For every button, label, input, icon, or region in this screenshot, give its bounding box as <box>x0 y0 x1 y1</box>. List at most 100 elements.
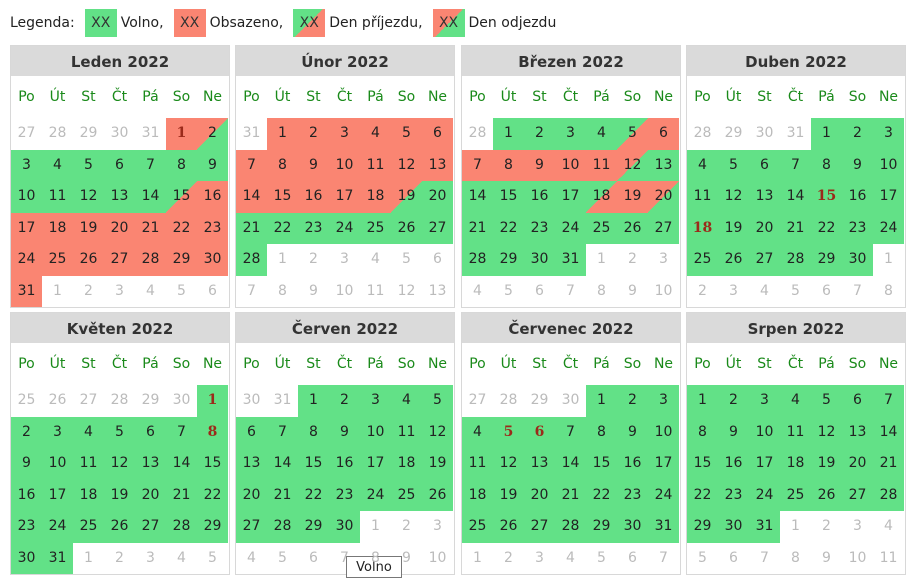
day-cell-free[interactable]: 31 <box>648 511 679 543</box>
day-cell-free[interactable]: 14 <box>462 181 493 213</box>
day-cell-free[interactable]: 23 <box>617 479 648 511</box>
day-cell-busy[interactable]: 4 <box>360 118 391 150</box>
day-cell-free[interactable]: 16 <box>842 181 873 213</box>
day-cell-free[interactable]: 20 <box>524 479 555 511</box>
day-cell-free[interactable]: 27 <box>524 511 555 543</box>
day-cell-busy[interactable]: 10 <box>555 149 586 181</box>
day-cell-free[interactable]: 8 <box>811 149 842 181</box>
day-cell-free[interactable]: 2 <box>718 385 749 417</box>
day-cell-free[interactable]: 14 <box>555 448 586 480</box>
day-cell-free[interactable]: 26 <box>493 511 524 543</box>
day-cell-free[interactable]: 23 <box>11 511 42 543</box>
day-cell-free[interactable]: 29 <box>197 511 228 543</box>
day-cell-busy[interactable]: 31 <box>11 275 42 307</box>
day-cell-free[interactable]: 3 <box>555 118 586 150</box>
day-cell-busy[interactable]: 15 <box>267 181 298 213</box>
day-cell-free[interactable]: 25 <box>73 511 104 543</box>
day-cell-free[interactable]: 9 <box>718 416 749 448</box>
day-cell-free[interactable]: 26 <box>811 479 842 511</box>
day-cell-free[interactable]: 26 <box>391 212 422 244</box>
day-cell-free[interactable]: 14 <box>873 416 904 448</box>
day-cell-busy[interactable]: 18 <box>360 181 391 213</box>
day-cell-free[interactable]: 29 <box>298 511 329 543</box>
day-cell-free[interactable]: 28 <box>166 511 197 543</box>
day-cell-free[interactable]: 24 <box>873 212 904 244</box>
day-cell-free[interactable]: 16 <box>329 448 360 480</box>
day-cell-free[interactable]: 18 <box>73 479 104 511</box>
day-cell-free[interactable]: 6 <box>104 149 135 181</box>
day-cell-free[interactable]: 4 <box>780 385 811 417</box>
day-cell-busy[interactable]: 11 <box>586 149 617 181</box>
day-cell-free[interactable]: 27 <box>422 212 453 244</box>
day-cell-free[interactable]: 1 <box>197 385 228 417</box>
day-cell-busy[interactable]: 25 <box>42 244 73 276</box>
day-cell-busy[interactable]: 2 <box>298 118 329 150</box>
day-cell-free[interactable]: 22 <box>197 479 228 511</box>
day-cell-busy[interactable]: 21 <box>135 212 166 244</box>
day-cell-free[interactable]: 22 <box>586 479 617 511</box>
day-cell-free[interactable]: 31 <box>555 244 586 276</box>
day-cell-free[interactable]: 13 <box>135 448 166 480</box>
day-cell-busy[interactable]: 27 <box>104 244 135 276</box>
day-cell-free[interactable]: 1 <box>687 385 718 417</box>
day-cell-free[interactable]: 16 <box>524 181 555 213</box>
day-cell-free[interactable]: 12 <box>422 416 453 448</box>
day-cell-free[interactable]: 6 <box>749 149 780 181</box>
day-cell-free[interactable]: 18 <box>780 448 811 480</box>
day-cell-free[interactable]: 14 <box>166 448 197 480</box>
day-cell-free[interactable]: 9 <box>197 149 228 181</box>
day-cell-free[interactable]: 30 <box>718 511 749 543</box>
day-cell-free[interactable]: 28 <box>555 511 586 543</box>
day-cell-busy[interactable]: 28 <box>135 244 166 276</box>
day-cell-free[interactable]: 8 <box>586 416 617 448</box>
day-cell-free[interactable]: 3 <box>11 149 42 181</box>
day-cell-free[interactable]: 10 <box>873 149 904 181</box>
day-cell-free[interactable]: 13 <box>648 149 679 181</box>
day-cell-free[interactable]: 23 <box>329 479 360 511</box>
day-cell-free[interactable]: 11 <box>42 181 73 213</box>
day-cell-free[interactable]: 28 <box>267 511 298 543</box>
day-cell-free[interactable]: 7 <box>873 385 904 417</box>
day-cell-free[interactable]: 5 <box>422 385 453 417</box>
day-cell-free[interactable]: 6 <box>135 416 166 448</box>
day-cell-free[interactable]: 27 <box>842 479 873 511</box>
day-cell-busy[interactable]: 7 <box>236 149 267 181</box>
day-cell-free[interactable]: 15 <box>586 448 617 480</box>
day-cell-free[interactable]: 24 <box>555 212 586 244</box>
day-cell-free[interactable]: 29 <box>687 511 718 543</box>
day-cell-free[interactable]: 12 <box>493 448 524 480</box>
day-cell-free[interactable]: 14 <box>780 181 811 213</box>
day-cell-free[interactable]: 2 <box>842 118 873 150</box>
day-cell-free[interactable]: 7 <box>780 149 811 181</box>
day-cell-free[interactable]: 25 <box>360 212 391 244</box>
day-cell-free[interactable]: 1 <box>493 118 524 150</box>
day-cell-free[interactable]: 10 <box>749 416 780 448</box>
day-cell-busy[interactable]: 17 <box>329 181 360 213</box>
day-cell-free[interactable]: 14 <box>135 181 166 213</box>
day-cell-busy[interactable]: 24 <box>11 244 42 276</box>
day-cell-free[interactable]: 20 <box>842 448 873 480</box>
day-cell-free[interactable]: 20 <box>135 479 166 511</box>
day-cell-free[interactable]: 25 <box>687 244 718 276</box>
day-cell-free[interactable]: 21 <box>267 479 298 511</box>
day-cell-free[interactable]: 10 <box>360 416 391 448</box>
day-cell-free[interactable]: 31 <box>749 511 780 543</box>
day-cell-free[interactable]: 22 <box>267 212 298 244</box>
day-cell-free[interactable]: 22 <box>493 212 524 244</box>
day-cell-free[interactable]: 2 <box>11 416 42 448</box>
day-cell-busy[interactable]: 19 <box>73 212 104 244</box>
day-cell-free[interactable]: 24 <box>749 479 780 511</box>
day-cell-free[interactable]: 28 <box>780 244 811 276</box>
day-cell-free[interactable]: 21 <box>236 212 267 244</box>
day-cell-free[interactable]: 25 <box>780 479 811 511</box>
day-cell-busy[interactable]: 14 <box>236 181 267 213</box>
day-cell-free[interactable]: 23 <box>524 212 555 244</box>
day-cell-free[interactable]: 4 <box>391 385 422 417</box>
day-cell-free[interactable]: 28 <box>873 479 904 511</box>
day-cell-free[interactable]: 21 <box>873 448 904 480</box>
day-cell-free[interactable]: 8 <box>687 416 718 448</box>
day-cell-free[interactable]: 20 <box>749 212 780 244</box>
day-cell-busy[interactable]: 16 <box>197 181 228 213</box>
day-cell-free[interactable]: 9 <box>11 448 42 480</box>
day-cell-free[interactable]: 23 <box>842 212 873 244</box>
